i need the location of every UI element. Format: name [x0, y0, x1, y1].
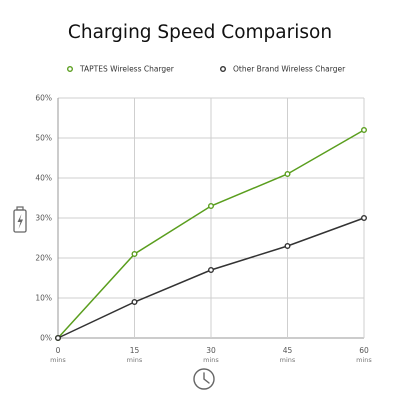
x-tick-label: 30	[206, 346, 216, 355]
series-2	[55, 214, 368, 342]
legend-item: Other Brand Wireless Charger	[219, 65, 346, 74]
legend-marker	[219, 65, 226, 72]
y-tick-label: 30%	[35, 214, 52, 223]
y-tick-label: 20%	[35, 254, 52, 263]
data-point	[131, 250, 138, 257]
y-tick-label: 0%	[40, 334, 52, 343]
x-tick-label: 60	[359, 346, 369, 355]
data-point	[207, 267, 214, 274]
y-tick-label: 60%	[35, 94, 52, 103]
data-point	[55, 335, 62, 342]
clock-icon	[193, 368, 215, 390]
chart-title: Charging Speed Comparison	[68, 22, 332, 43]
x-tick-label: 45	[283, 346, 293, 355]
x-tick-label: 15	[130, 346, 140, 355]
x-tick-unit: mins	[356, 356, 372, 364]
legend-marker	[66, 65, 73, 72]
y-tick-label: 50%	[35, 134, 52, 143]
grid-lines	[57, 97, 365, 339]
data-point	[284, 242, 291, 249]
chart-legend: TAPTES Wireless Charger Other Brand Wirel…	[66, 65, 346, 74]
x-tick-unit: mins	[50, 356, 66, 364]
x-tick-unit: mins	[127, 356, 143, 364]
x-tick-label: 0	[56, 346, 61, 355]
legend-item: TAPTES Wireless Charger	[66, 65, 175, 74]
battery-charging-icon	[13, 206, 27, 233]
x-tick-unit: mins	[280, 356, 296, 364]
data-point	[207, 202, 214, 209]
data-point	[131, 299, 138, 306]
y-tick-label: 10%	[35, 294, 52, 303]
series-1	[55, 126, 368, 342]
y-tick-label: 40%	[35, 174, 52, 183]
series-group	[55, 126, 368, 342]
data-point	[361, 126, 368, 133]
x-tick-unit: mins	[203, 356, 219, 364]
legend-label: TAPTES Wireless Charger	[79, 65, 175, 74]
y-axis-ticks: 0% 10% 20% 30% 40% 50% 60%	[35, 94, 52, 343]
legend-label: Other Brand Wireless Charger	[233, 65, 346, 74]
data-point	[284, 170, 291, 177]
data-point	[361, 214, 368, 221]
